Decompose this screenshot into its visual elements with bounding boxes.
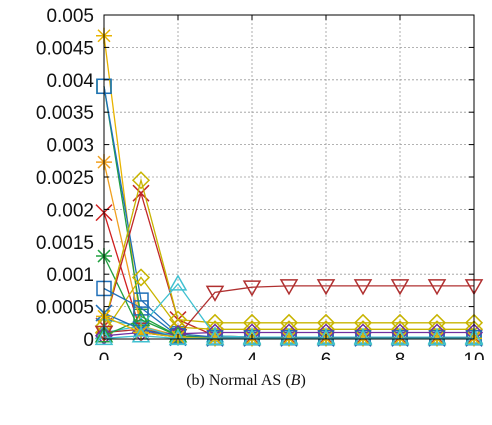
- y-tick-label: 0.0005: [36, 298, 94, 319]
- x-tick-label: 8: [395, 350, 406, 360]
- line-chart: 0 2 4 6 8 10 0 0.0005 0.001 0.0015 0.002 0.0025 0.00…: [36, 6, 485, 360]
- triangle-marker: [131, 326, 151, 343]
- series-line: [103, 177, 474, 327]
- triangle-marker: [168, 328, 188, 346]
- y-tick-label: 0.004: [46, 71, 94, 92]
- caption-variable: B: [290, 372, 301, 389]
- series-1: [96, 27, 482, 346]
- triangle-marker: [427, 328, 447, 346]
- triangle-marker: [94, 328, 114, 346]
- triangle-down-marker: [353, 279, 373, 296]
- series-line: [103, 212, 474, 339]
- triangle-marker: [279, 328, 299, 346]
- series-line: [103, 86, 474, 339]
- series-18: [94, 326, 484, 346]
- y-tick-label: 0.005: [46, 6, 94, 27]
- tick-labels: 0 2 4 6 8 10 0 0.0005 0.001 0.0015 0.002 0.0025 0.00…: [36, 6, 485, 360]
- triangle-marker: [390, 328, 410, 346]
- triangle-marker: [242, 328, 262, 346]
- x-tick-label: 10: [463, 350, 484, 360]
- triangle-marker: [168, 274, 188, 291]
- triangle-down-marker: [279, 279, 299, 296]
- triangle-marker: [353, 328, 373, 346]
- triangle-down-marker: [242, 280, 262, 297]
- caption-suffix: ): [300, 372, 306, 389]
- triangle-down-marker: [205, 285, 225, 302]
- tick-marks: [103, 14, 475, 340]
- y-tick-label: 0.003: [46, 136, 94, 157]
- star-marker: [133, 324, 149, 341]
- series-layer: [94, 27, 484, 347]
- triangle-down-marker: [390, 279, 410, 296]
- series-8: [94, 171, 484, 336]
- square-marker: [133, 300, 149, 316]
- triangle-marker: [316, 328, 336, 346]
- series-line: [103, 86, 474, 339]
- y-tick-label: 0.0025: [36, 168, 94, 189]
- x-tick-label: 0: [99, 350, 110, 360]
- square-marker: [133, 292, 149, 308]
- triangle-marker: [205, 328, 225, 346]
- y-tick-label: 0.0015: [36, 233, 94, 254]
- y-tick-label: 0.002: [46, 200, 94, 221]
- grid-lines: [104, 15, 474, 339]
- series-3: [96, 78, 482, 346]
- triangle-down-marker: [316, 279, 336, 296]
- series-2: [96, 78, 482, 346]
- triangle-marker: [464, 328, 484, 346]
- triangle-down-marker: [427, 279, 447, 296]
- x-tick-label: 6: [321, 350, 332, 360]
- series-line: [103, 335, 474, 340]
- triangle-marker: [94, 326, 114, 343]
- y-tick-label: 0: [83, 330, 94, 351]
- diamond-marker: [131, 171, 151, 190]
- y-tick-label: 0.0045: [36, 38, 94, 59]
- y-tick-label: 0.001: [46, 265, 94, 286]
- diamond-marker: [131, 268, 151, 287]
- x-tick-label: 4: [247, 350, 258, 360]
- figure-caption: (b) Normal AS (B): [0, 372, 492, 390]
- caption-prefix: (b) Normal AS (: [186, 372, 291, 389]
- y-tick-label: 0.0035: [36, 103, 94, 124]
- x-tick-label: 2: [173, 350, 184, 360]
